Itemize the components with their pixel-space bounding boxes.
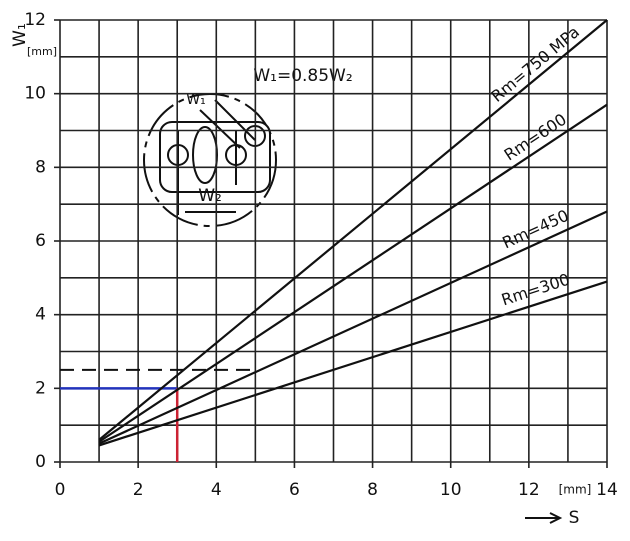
series-label: Rm=450 [499, 206, 571, 253]
inset-diagram [143, 93, 277, 227]
x-arrow [525, 512, 563, 524]
x-unit: [mm] [559, 483, 592, 497]
x-tick-label: 6 [289, 480, 300, 500]
series-line [98, 19, 608, 441]
w1-label: W₁ [186, 92, 205, 108]
x-tick-label: 4 [211, 480, 222, 500]
y-tick-label: 0 [35, 452, 46, 472]
y-tick-label: 8 [35, 157, 46, 177]
y-tick-label: 10 [24, 84, 46, 104]
x-axis-label: S [569, 508, 580, 528]
y-tick-label: 2 [35, 378, 46, 398]
y-tick-label: 6 [35, 231, 46, 251]
series-line [98, 280, 608, 447]
series-line [98, 103, 608, 443]
x-tick-label: 8 [367, 480, 378, 500]
x-tick-label: 12 [518, 480, 540, 500]
y-tick-label: 4 [35, 305, 46, 325]
x-tick-label: 14 [596, 480, 618, 500]
series-line [98, 210, 608, 445]
w2-label: W₂ [198, 186, 222, 206]
x-tick-label: 0 [55, 480, 66, 500]
y-tick-label: 12 [24, 10, 46, 30]
x-tick-label: 2 [133, 480, 144, 500]
x-tick-label: 10 [440, 480, 462, 500]
y-unit: [mm] [27, 45, 57, 58]
formula: W₁=0.85W₂ [253, 66, 352, 86]
y-axis-label: W₁ [10, 23, 30, 47]
